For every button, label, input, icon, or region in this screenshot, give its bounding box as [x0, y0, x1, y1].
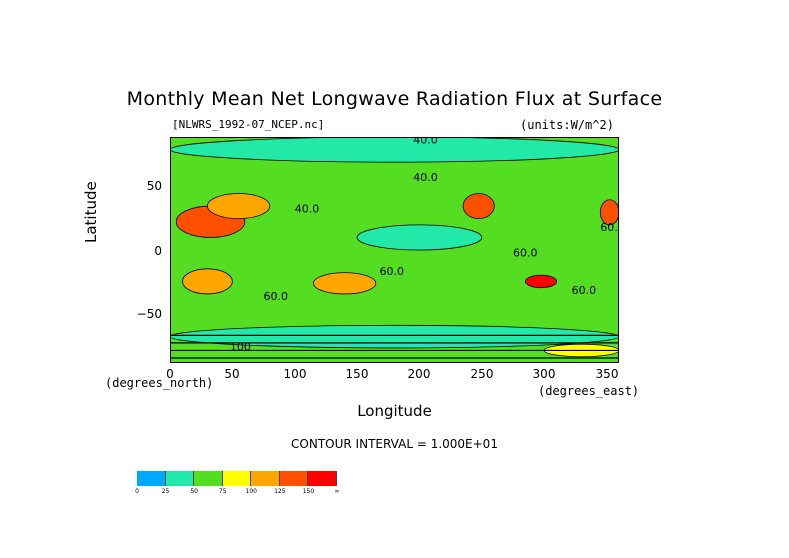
y-axis-label: Latitude	[82, 181, 100, 243]
contour-label: 60.0	[513, 246, 538, 259]
x-tick-label: 250	[470, 367, 494, 381]
x-tick-label: 100	[283, 367, 307, 381]
x-tick-label: 200	[407, 367, 431, 381]
y-tick-label: −50	[136, 307, 162, 321]
heatmap-plot: 40.0 40.0 40.0 60.0 60.0 60.0 60.0 60.0 100	[170, 137, 619, 363]
colorbar-segment	[279, 471, 309, 486]
x-axis-label: Longitude	[357, 402, 432, 420]
x-tick-label: 150	[345, 367, 369, 381]
colorbar-tick-label: 50	[190, 488, 198, 495]
chart-subtitle-file: [NLWRS_1992-07_NCEP.nc]	[172, 118, 325, 131]
x-tick-label: 350	[595, 367, 619, 381]
y-unit-label: (degrees_north)	[105, 376, 214, 390]
heatmap-region	[182, 268, 233, 295]
chart-subtitle-units: (units:W/m^2)	[520, 118, 614, 132]
heatmap-region	[599, 199, 619, 226]
heatmap-region	[356, 224, 483, 251]
colorbar-tick-label: 100	[245, 488, 257, 495]
chart-title: Monthly Mean Net Longwave Radiation Flux…	[126, 88, 663, 110]
heatmap-region	[313, 272, 377, 295]
colorbar-tick-label: ∞	[334, 488, 340, 495]
heatmap-region	[170, 324, 619, 349]
contour-label: 100	[230, 340, 251, 353]
colorbar-segment	[194, 471, 223, 486]
contour-label: 40.0	[413, 137, 438, 146]
plot-frame	[170, 137, 619, 363]
heatmap-region	[170, 137, 619, 163]
contour-label: 60.0	[264, 290, 289, 303]
heatmap-region	[525, 274, 558, 289]
contour-label: 60.0	[600, 221, 619, 234]
colorbar-tick-label: 150	[302, 488, 315, 495]
colorbar-tick-label: 25	[161, 488, 170, 495]
x-tick-label: 300	[532, 367, 556, 381]
contour-label: 40.0	[413, 171, 438, 184]
colorbar-tick-label: 75	[218, 488, 227, 495]
colorbar-segment	[137, 471, 166, 486]
heatmap-region	[462, 193, 495, 220]
colorbar-segment	[251, 471, 280, 486]
y-tick-label: 0	[154, 244, 162, 258]
y-tick-label: 50	[146, 179, 162, 193]
x-tick-label: 50	[224, 367, 240, 381]
colorbar-tick-label: 0	[135, 488, 139, 495]
colorbar-segment	[308, 471, 338, 486]
contour-label: 60.0	[572, 284, 597, 297]
colorbar	[137, 471, 338, 486]
contour-label: 40.0	[295, 202, 320, 215]
x-unit-label: (degrees_east)	[538, 384, 640, 398]
colorbar-segment	[165, 471, 195, 486]
contour-interval-text: CONTOUR INTERVAL = 1.000E+01	[291, 437, 498, 451]
x-tick-label: 0	[166, 367, 174, 381]
contour-label: 60.0	[380, 265, 405, 278]
colorbar-segment	[222, 471, 252, 486]
heatmap-region	[207, 193, 271, 220]
colorbar-tick-label: 125	[274, 488, 286, 495]
